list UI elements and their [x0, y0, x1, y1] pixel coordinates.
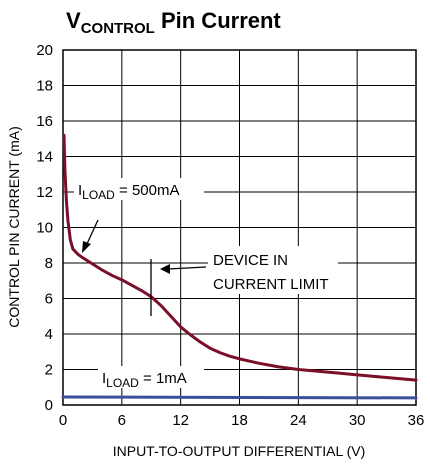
y-tick-label: 0: [45, 397, 53, 414]
x-tick-label: 30: [349, 412, 366, 429]
annotation-1ma-main: I: [102, 370, 106, 387]
y-tick-label: 6: [45, 291, 53, 308]
svg-text:ILOAD = 1mA: ILOAD = 1mA: [102, 370, 187, 390]
annotation-500ma-arrowhead: [82, 241, 91, 253]
annotation-current-limit: DEVICE IN CURRENT LIMIT: [150, 246, 338, 316]
y-tick-label: 16: [36, 113, 53, 130]
series-group: [61, 133, 418, 400]
annotation-1ma-bg: [98, 366, 204, 388]
svg-text:ILOAD = 500mA: ILOAD = 500mA: [78, 182, 179, 202]
x-tick-label: 0: [59, 412, 67, 429]
annotation-current-limit-line2: CURRENT LIMIT: [213, 276, 329, 293]
y-tick-label: 8: [45, 255, 53, 272]
annotation-1ma-sub: LOAD: [106, 376, 139, 390]
y-tick-label: 2: [45, 362, 53, 379]
annotation-500ma-sub: LOAD: [82, 188, 115, 202]
y-tick-label: 20: [36, 42, 53, 59]
series-line-0: [62, 133, 418, 382]
y-tick-label: 12: [36, 184, 53, 201]
x-tick-label: 12: [172, 412, 189, 429]
annotation-current-limit-line1: DEVICE IN: [213, 252, 288, 269]
annotation-500ma-arrow: [85, 219, 99, 247]
chart-title-rest: Pin Current: [155, 8, 282, 33]
x-tick-labels: 0 6 12 18 24 30 36: [59, 412, 425, 429]
annotation-500ma-rest: = 500mA: [115, 182, 180, 199]
x-tick-label: 6: [118, 412, 126, 429]
y-tick-label: 18: [36, 78, 53, 95]
chart-title: VCONTROL Pin Current: [66, 8, 281, 37]
y-axis-label: CONTROL PIN CURRENT (mA): [6, 126, 22, 327]
y-tick-label: 10: [36, 220, 53, 237]
x-tick-label: 36: [408, 412, 425, 429]
annotation-500ma: ILOAD = 500mA: [74, 178, 204, 253]
x-axis-label: INPUT-TO-OUTPUT DIFFERENTIAL (V): [113, 443, 366, 459]
grid: [62, 49, 417, 406]
current-limit-arrowhead: [160, 264, 170, 274]
current-limit-arrow: [167, 266, 207, 270]
y-tick-label: 14: [36, 149, 53, 166]
x-tick-label: 18: [231, 412, 248, 429]
y-tick-label: 4: [45, 326, 53, 343]
chart-title-subscript: CONTROL: [81, 20, 155, 37]
annotation-500ma-bg: [74, 178, 204, 200]
series-line-1: [61, 395, 418, 400]
annotation-1ma-rest: = 1mA: [139, 370, 187, 387]
y-tick-labels: 0 2 4 6 8 10 12 14 16 18 20: [36, 42, 53, 414]
plot-frame: [62, 49, 417, 406]
annotation-current-limit-bg: [208, 246, 338, 294]
annotation-1ma: ILOAD = 1mA: [98, 366, 204, 390]
x-tick-label: 24: [290, 412, 307, 429]
annotation-500ma-main: I: [78, 182, 82, 199]
chart-title-main: V: [66, 8, 81, 33]
